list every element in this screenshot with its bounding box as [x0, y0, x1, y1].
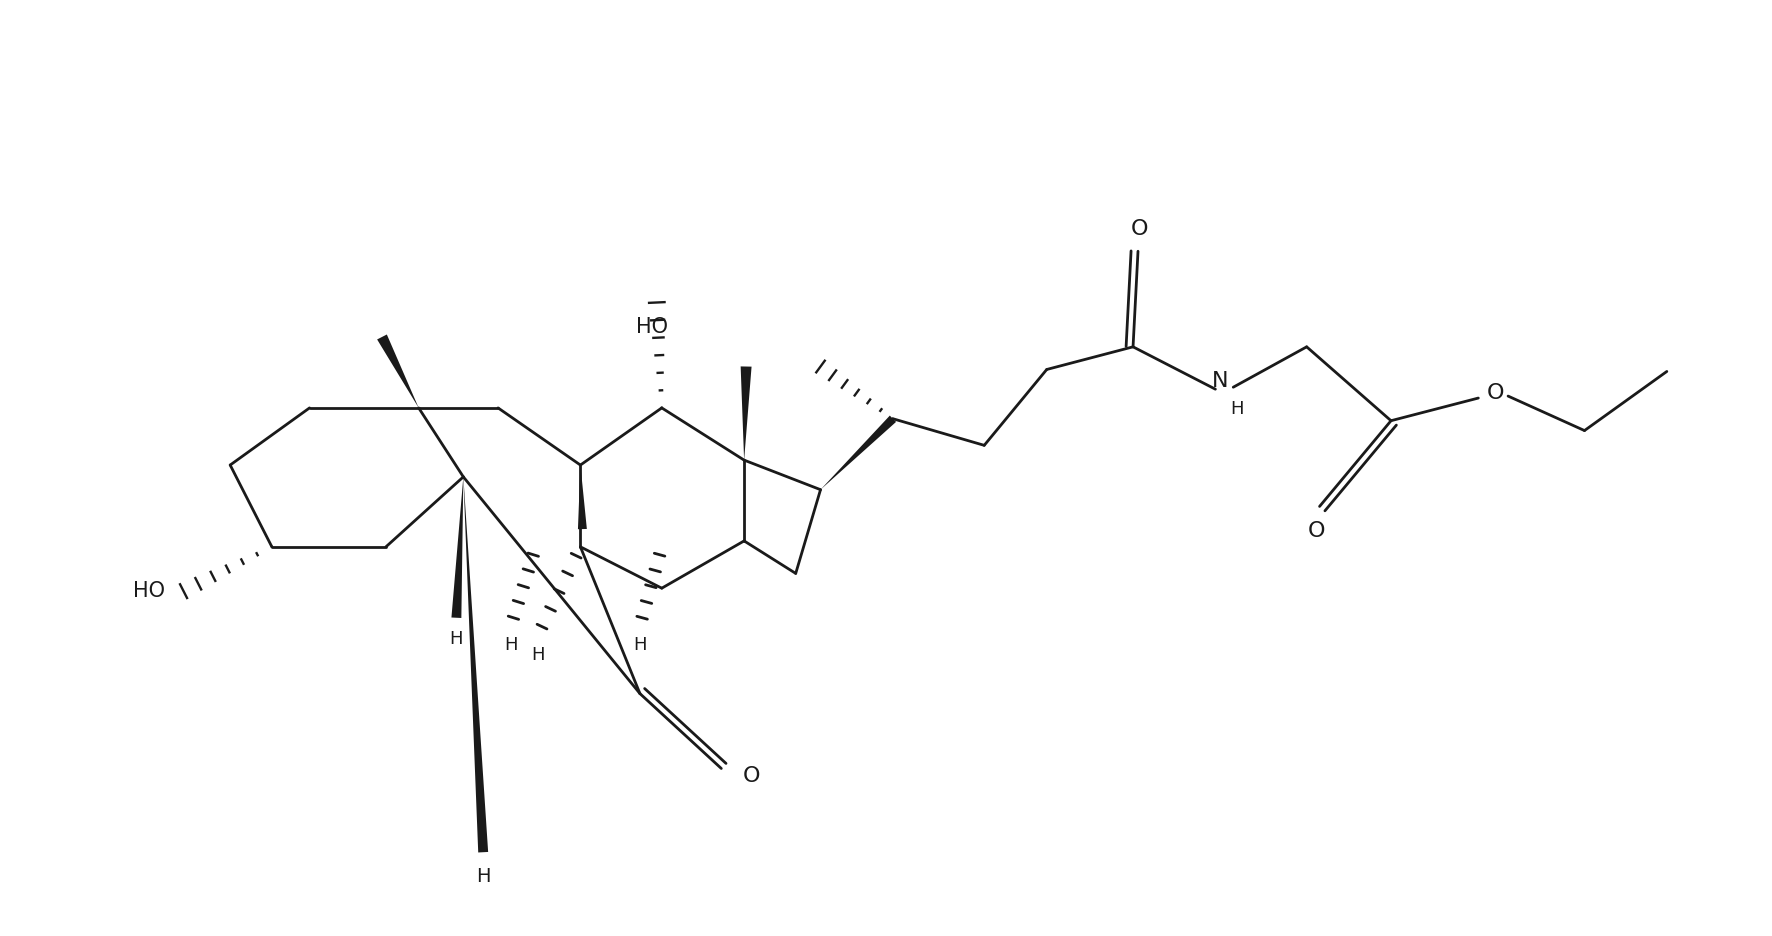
Text: O: O: [1308, 521, 1325, 541]
Text: H: H: [505, 636, 517, 654]
Polygon shape: [741, 366, 751, 461]
Text: HO: HO: [133, 581, 165, 601]
Polygon shape: [820, 416, 897, 490]
Text: H: H: [450, 631, 462, 649]
Polygon shape: [377, 334, 418, 408]
Text: HO: HO: [636, 317, 668, 337]
Text: H: H: [532, 646, 544, 665]
Text: H: H: [477, 868, 491, 886]
Polygon shape: [462, 476, 487, 853]
Polygon shape: [452, 476, 462, 618]
Polygon shape: [578, 465, 587, 529]
Text: H: H: [1230, 400, 1244, 417]
Text: H: H: [633, 636, 647, 654]
Text: O: O: [1487, 383, 1504, 403]
Text: N: N: [1212, 372, 1228, 391]
Text: O: O: [1131, 219, 1148, 239]
Text: O: O: [742, 767, 760, 786]
